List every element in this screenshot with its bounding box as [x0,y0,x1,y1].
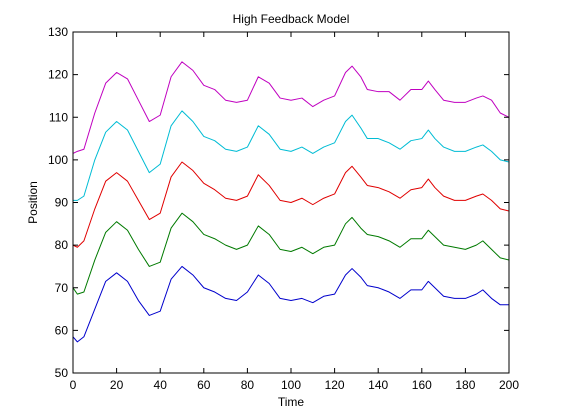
x-tick-label: 180 [455,378,475,392]
series-line-1 [72,265,509,343]
y-axis-label: Position [26,181,40,224]
series-line-4 [73,110,510,201]
y-tick-label: 60 [55,323,69,337]
y-tick-label: 50 [55,366,69,380]
x-tick-label: 20 [110,378,124,392]
ticks-layer: 0 20 40 60 80 100 120 140 160 180 200 50 60 70 80 90 100… [48,25,519,392]
x-tick-label: 80 [241,378,255,392]
y-tick-label: 80 [55,238,69,252]
y-tick-label: 90 [55,196,69,210]
y-tick-label: 130 [48,25,68,39]
y-tick-label: 70 [55,281,69,295]
y-tick-label: 100 [48,153,68,167]
x-tick-label: 160 [412,378,432,392]
y-tick-label: 110 [49,110,68,124]
x-tick-label: 40 [154,378,168,392]
series-line-5 [72,61,510,154]
x-tick-label: 0 [70,378,77,392]
x-axis-label: Time [278,395,305,409]
x-tick-label: 60 [197,378,211,392]
x-tick-label: 140 [368,378,388,392]
y-tick-label: 120 [48,68,68,82]
series-layer [72,61,510,343]
chart-title: High Feedback Model [233,12,350,26]
series-line-2 [72,212,510,295]
series-line-3 [72,161,510,248]
x-tick-label: 120 [325,378,345,392]
x-tick-label: 200 [499,378,519,392]
x-tick-label: 100 [281,378,301,392]
